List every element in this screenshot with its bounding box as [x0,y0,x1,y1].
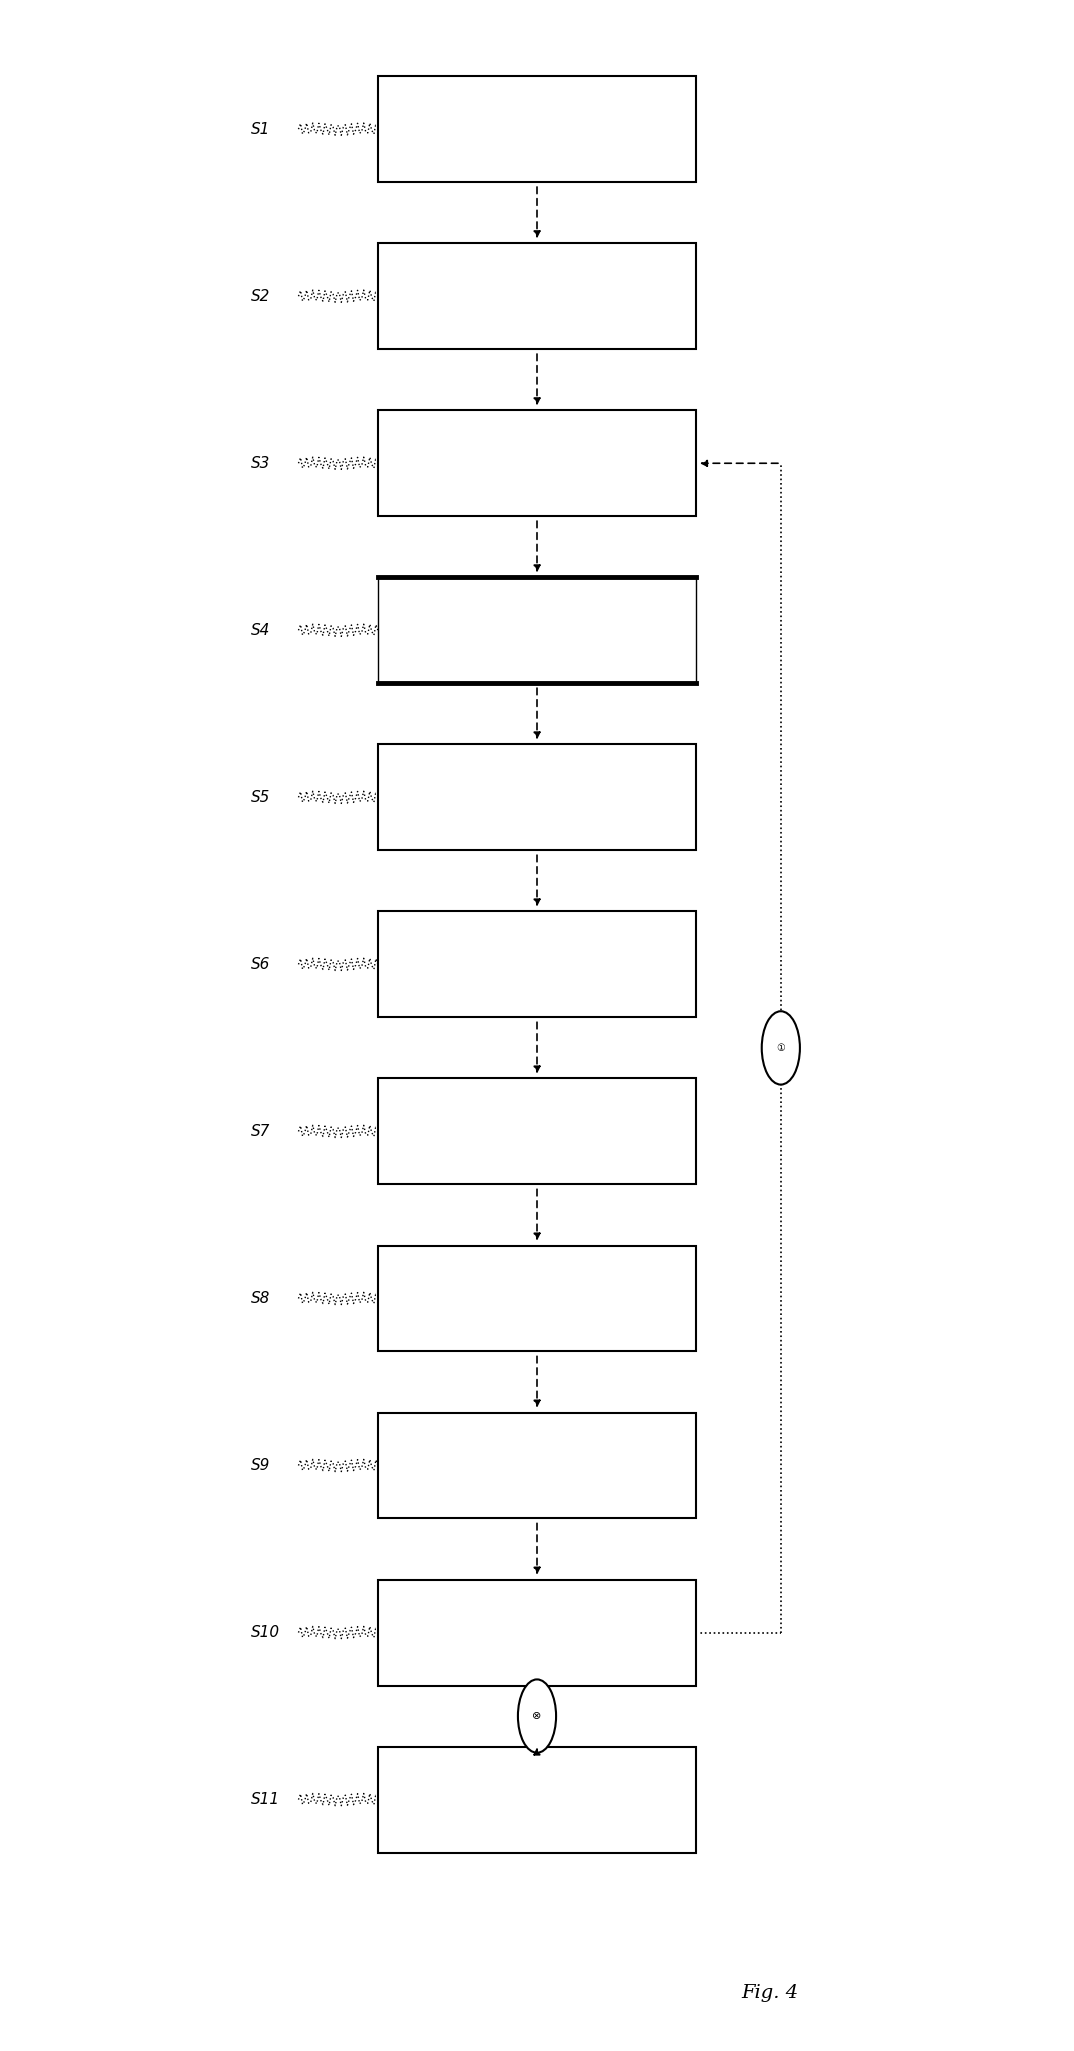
Bar [378,1245,696,1352]
Bar [378,1747,696,1852]
Bar [378,244,696,349]
Bar [378,148,696,183]
Text: S6: S6 [250,958,271,972]
Text: S7: S7 [250,1124,271,1138]
Bar [378,482,696,517]
Bar [378,410,696,517]
Text: S8: S8 [250,1290,271,1306]
Bar [378,76,696,183]
Bar [378,1579,696,1686]
Bar [378,1819,696,1852]
Bar [378,1079,696,1112]
Bar [378,1317,696,1352]
Bar [378,1079,696,1183]
Text: Fig. 4: Fig. 4 [742,1983,799,2002]
Bar [378,745,696,851]
Bar [378,76,696,111]
Bar [378,1079,696,1183]
Text: S4: S4 [250,624,271,638]
Bar [378,745,696,851]
Bar [378,1579,696,1686]
Bar [378,1579,696,1614]
Text: S11: S11 [250,1793,280,1807]
Bar [378,76,696,183]
Bar [378,244,696,349]
Bar [378,1579,696,1686]
Circle shape [518,1680,556,1754]
Text: S9: S9 [250,1458,271,1473]
Bar [378,1413,696,1518]
Bar [378,576,696,683]
Bar [378,1747,696,1852]
Bar [378,1079,696,1183]
Bar [378,1245,696,1352]
Bar [378,1245,696,1352]
Bar [378,244,696,277]
Bar [378,1151,696,1183]
Bar [378,316,696,349]
Bar [378,244,696,349]
Bar [378,1651,696,1686]
Text: S10: S10 [250,1624,280,1641]
Bar [378,745,696,851]
Text: ⊗: ⊗ [533,1711,541,1721]
Bar [378,1747,696,1852]
Bar [378,1245,696,1280]
Bar [378,410,696,445]
Bar [378,410,696,517]
Text: S3: S3 [250,455,271,472]
Bar [378,76,696,183]
Bar [378,410,696,517]
Bar [378,1747,696,1780]
Text: S2: S2 [250,289,271,304]
Bar [378,745,696,777]
Text: S5: S5 [250,790,271,804]
Bar [378,911,696,1017]
Circle shape [761,1011,800,1085]
Text: ①: ① [777,1042,785,1052]
Bar [378,816,696,851]
Text: S1: S1 [250,121,271,137]
